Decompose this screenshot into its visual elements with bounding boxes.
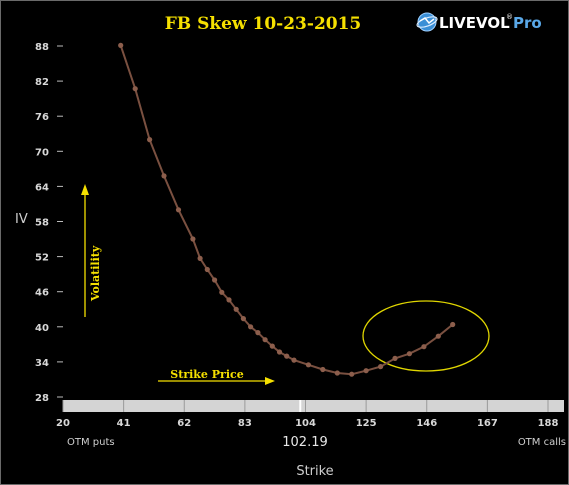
strike-price-label: Strike Price bbox=[170, 368, 243, 381]
logo-suffix: Pro bbox=[513, 14, 542, 32]
x-tick-label: 62 bbox=[177, 418, 191, 429]
data-point bbox=[276, 349, 283, 355]
highlight-ellipse bbox=[362, 300, 490, 372]
data-point bbox=[450, 321, 456, 328]
data-point bbox=[161, 173, 167, 179]
chart-title: FB Skew 10-23-2015 bbox=[165, 14, 362, 34]
y-tick-label: 58 bbox=[35, 218, 49, 229]
y-tick-label: 52 bbox=[35, 253, 49, 264]
data-point bbox=[262, 337, 268, 343]
data-point bbox=[219, 289, 225, 295]
x-tick-label: 146 bbox=[416, 418, 437, 429]
x-tick-label: 188 bbox=[538, 418, 559, 429]
x-tick-label: 20 bbox=[56, 418, 70, 429]
logo-name: LIVEVOL bbox=[439, 14, 510, 32]
spot-price-label: 102.19 bbox=[282, 435, 328, 450]
data-point bbox=[197, 255, 203, 261]
y-tick-label: 70 bbox=[35, 147, 49, 158]
x-tick-label: 41 bbox=[117, 418, 131, 429]
up-arrow-icon bbox=[81, 184, 89, 195]
livevol-logo: LIVEVOL ® Pro bbox=[413, 10, 545, 34]
data-point bbox=[132, 86, 138, 92]
y-axis-label: IV bbox=[15, 212, 28, 227]
strike-price-annotation: Strike Price bbox=[158, 368, 275, 385]
x-tick-label: 104 bbox=[295, 418, 316, 429]
x-tick-label: 125 bbox=[356, 418, 377, 429]
data-point bbox=[175, 207, 182, 213]
y-tick-label: 46 bbox=[35, 288, 49, 299]
data-point bbox=[320, 366, 326, 373]
y-tick-label: 34 bbox=[35, 358, 49, 369]
skew-series bbox=[118, 42, 456, 377]
x-tick-label: 83 bbox=[238, 418, 252, 429]
logo-registered: ® bbox=[506, 13, 513, 21]
x-axis-bar bbox=[63, 400, 564, 412]
data-point bbox=[305, 362, 311, 368]
data-point bbox=[240, 316, 246, 322]
data-point bbox=[269, 343, 275, 349]
data-point bbox=[190, 236, 196, 242]
data-point bbox=[147, 137, 153, 143]
data-point bbox=[284, 353, 290, 359]
data-point bbox=[392, 355, 398, 361]
series-line bbox=[119, 45, 454, 376]
data-point bbox=[204, 266, 210, 273]
data-point bbox=[291, 357, 297, 363]
data-point bbox=[226, 297, 232, 303]
otm-puts-label: OTM puts bbox=[67, 437, 115, 448]
volatility-annotation: Volatility bbox=[81, 184, 102, 317]
y-tick-label: 82 bbox=[35, 77, 49, 88]
y-tick-label: 64 bbox=[35, 182, 49, 193]
y-tick-label: 88 bbox=[35, 42, 49, 53]
data-point bbox=[406, 351, 412, 357]
data-point bbox=[118, 42, 124, 49]
x-axis-label: Strike bbox=[296, 464, 333, 479]
data-point bbox=[233, 306, 239, 312]
otm-calls-label: OTM calls bbox=[518, 437, 566, 448]
data-point bbox=[334, 370, 340, 376]
data-point bbox=[363, 368, 369, 374]
y-tick-label: 76 bbox=[35, 112, 49, 123]
y-axis-ticks: 28 34 40 46 52 58 64 70 76 82 88 bbox=[35, 42, 63, 404]
data-point bbox=[349, 371, 355, 377]
data-point bbox=[212, 277, 218, 283]
data-point bbox=[255, 330, 261, 336]
data-point bbox=[435, 333, 441, 339]
data-point bbox=[248, 324, 254, 330]
y-tick-label: 28 bbox=[35, 393, 49, 404]
data-point bbox=[378, 364, 384, 370]
x-axis-ticks: 20 41 62 83 104 125 146 167 188 bbox=[56, 400, 558, 429]
volatility-label: Volatility bbox=[89, 245, 102, 302]
right-arrow-icon bbox=[265, 377, 275, 385]
x-tick-label: 167 bbox=[477, 418, 498, 429]
data-point bbox=[421, 344, 427, 350]
globe-icon bbox=[416, 12, 438, 32]
y-tick-label: 40 bbox=[35, 323, 49, 334]
